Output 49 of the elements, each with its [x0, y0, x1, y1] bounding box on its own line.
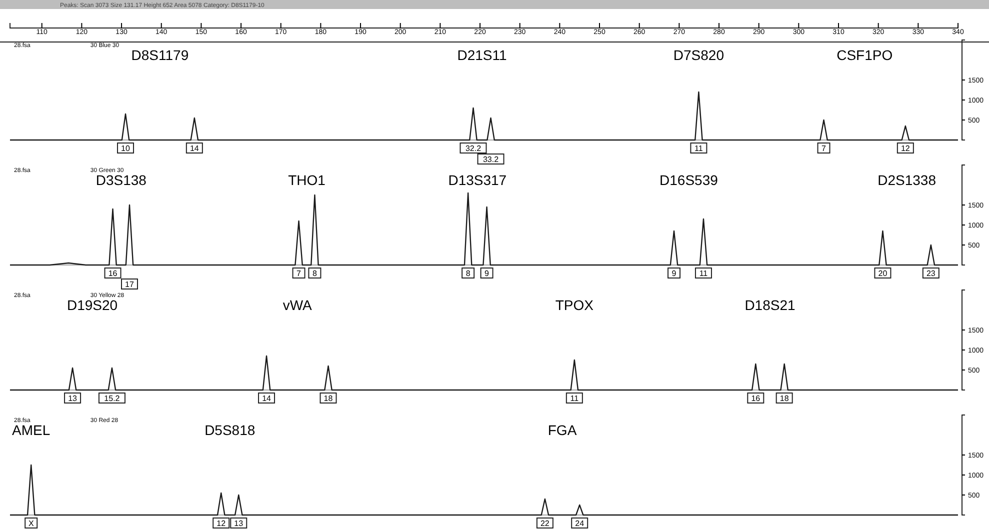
annotation: AMEL [12, 422, 50, 438]
annotation: D2S1338 [878, 172, 936, 188]
annotation: 8 [466, 269, 471, 278]
annotation: 18 [324, 394, 334, 403]
annotation: 12 [900, 144, 910, 153]
annotation: TPOX [555, 297, 594, 313]
annotation: 23 [926, 269, 936, 278]
line-series [9, 91, 959, 141]
annotation: D19S20 [66, 297, 118, 313]
annotation: D21S11 [457, 47, 507, 63]
annotation: D8S1179 [131, 47, 189, 63]
annotation: CSF1PO [836, 47, 893, 63]
annotation: D3S138 [96, 172, 147, 188]
annotation: 10 [121, 144, 131, 153]
annotation: 16 [108, 269, 118, 278]
annotation: vWA [282, 297, 313, 313]
annotation: 32.2 [465, 144, 482, 153]
annotation: 12 [216, 519, 226, 528]
annotation: 13 [234, 519, 244, 528]
annotation: FGA [548, 422, 578, 438]
annotation: 11 [694, 144, 704, 153]
annotation: D16S539 [660, 172, 718, 188]
annotation: 16 [751, 394, 761, 403]
line-series [9, 355, 959, 391]
annotation: 14 [190, 144, 200, 153]
annotation: 9 [484, 269, 490, 278]
annotation: 33.2 [482, 155, 500, 164]
annotation: D7S820 [673, 47, 724, 63]
annotation: 7 [296, 269, 302, 278]
annotation: D13S317 [448, 172, 507, 188]
line-series [9, 464, 959, 516]
annotation: 8 [312, 269, 318, 278]
annotation: THO1 [288, 172, 326, 188]
annotation: 14 [262, 394, 272, 403]
annotation: 17 [125, 280, 134, 289]
annotation: 7 [822, 144, 827, 153]
annotation: 24 [575, 519, 585, 528]
annotation: 11 [570, 394, 580, 403]
annotation: 13 [68, 394, 78, 403]
annotation: X [28, 519, 34, 528]
line-series [9, 192, 959, 266]
annotation: D5S818 [204, 422, 256, 438]
annotation: 11 [699, 269, 708, 278]
annotation: 18 [780, 394, 790, 403]
annotation: 20 [878, 269, 888, 278]
annotation: 22 [540, 519, 550, 528]
annotation: 15.2 [104, 394, 120, 403]
annotation: 9 [672, 269, 677, 278]
annotation: D18S21 [744, 297, 796, 313]
